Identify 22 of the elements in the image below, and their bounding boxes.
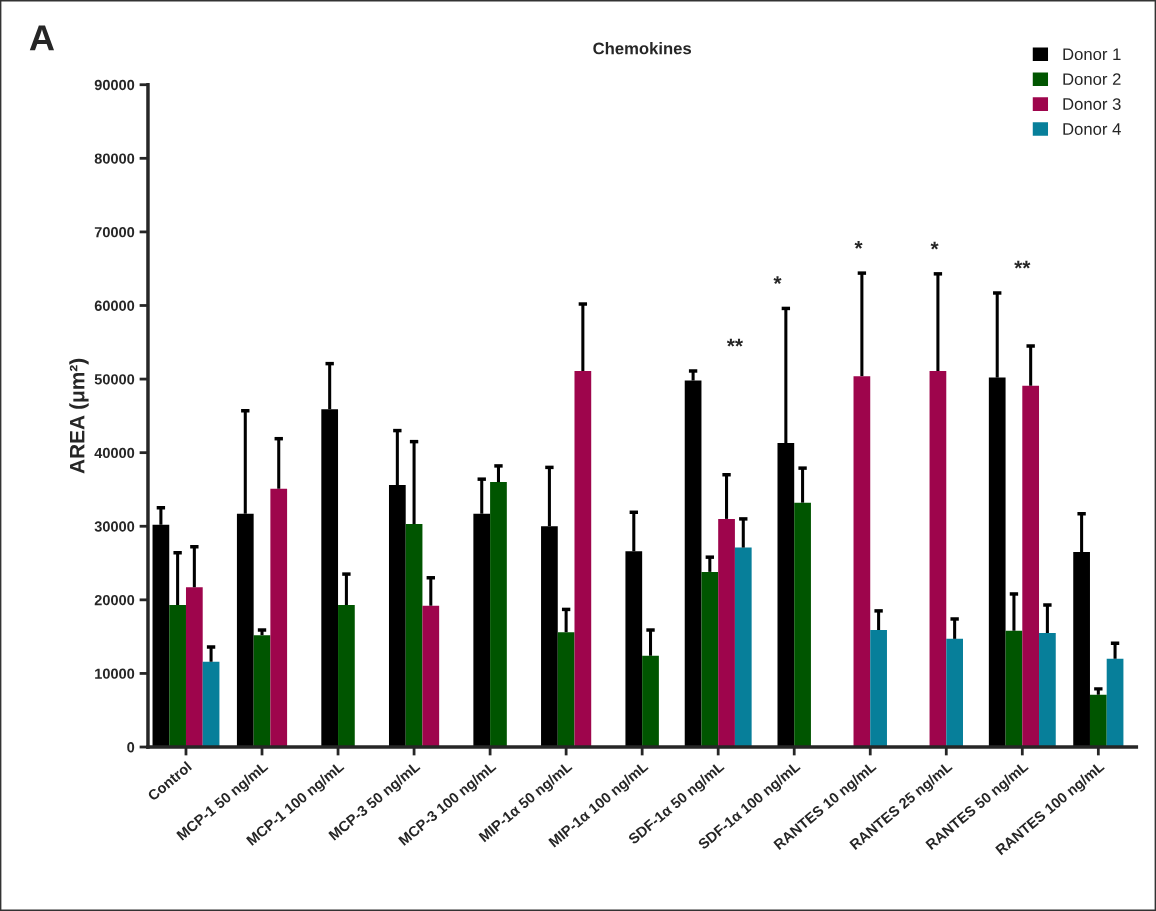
y-axis-title: AREA (μm²) <box>69 358 89 474</box>
y-tick-label: 40000 <box>94 447 135 459</box>
y-tick-label: 30000 <box>94 521 135 532</box>
annotation: * <box>773 276 782 285</box>
y-tick-label: 50000 <box>94 374 135 385</box>
legend-label: Donor 1 <box>1063 48 1121 61</box>
y-tick-label: 80000 <box>94 153 135 164</box>
annotation: ** <box>726 338 743 347</box>
text: A <box>29 25 55 51</box>
y-tick-label: 60000 <box>94 300 135 311</box>
annotation: * <box>854 240 863 249</box>
y-tick-label: 10000 <box>95 668 135 679</box>
y-tick-label: 70000 <box>94 227 135 238</box>
y-tick-label: 0 <box>127 742 135 753</box>
legend-label: Donor 3 <box>1063 98 1121 110</box>
chart-title: Chemokines <box>593 42 692 55</box>
legend-label: Donor 2 <box>1063 73 1121 86</box>
legend-label: Donor 4 <box>1063 123 1121 135</box>
annotation: ** <box>1014 260 1031 269</box>
y-tick-label: 20000 <box>94 594 135 606</box>
annotation: * <box>930 241 939 250</box>
y-tick-label: 90000 <box>94 79 135 91</box>
